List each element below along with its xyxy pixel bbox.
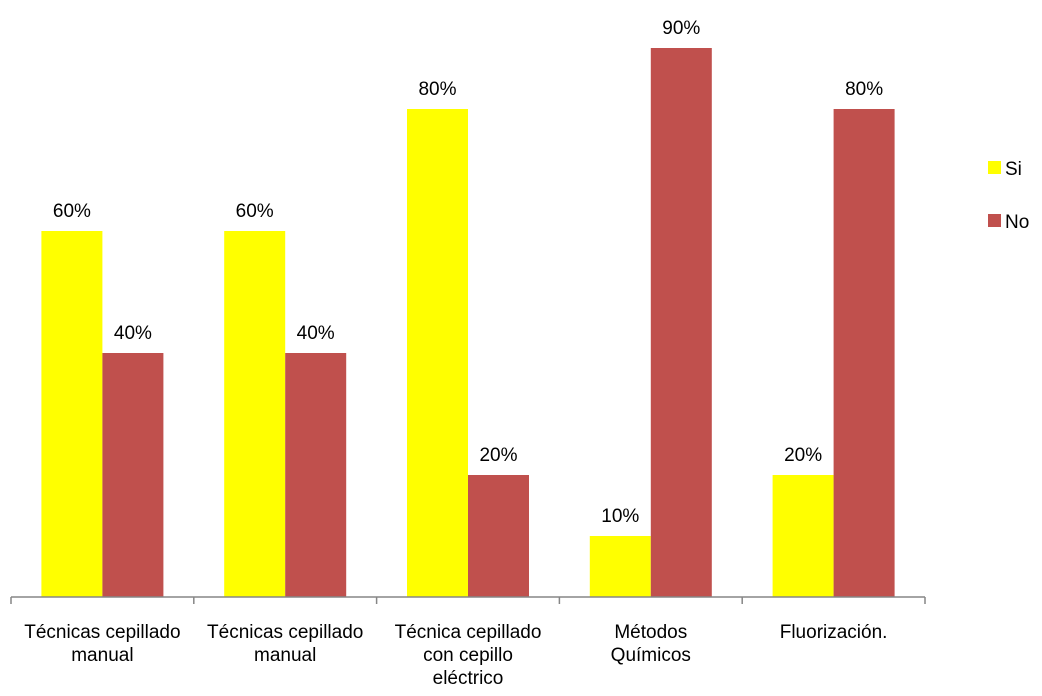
- bar-no-3: [650, 48, 712, 597]
- x-tick-label-0: Técnicas cepillado manual: [24, 622, 180, 666]
- data-label-si-4: 20%: [784, 445, 822, 466]
- legend-swatch-no: [988, 214, 1001, 227]
- data-label-si-3: 10%: [601, 506, 639, 527]
- x-tick-label-4: Fluorización.: [780, 622, 888, 643]
- bar-no-4: [833, 109, 895, 597]
- data-label-no-1: 40%: [297, 323, 335, 344]
- bar-no-0: [102, 353, 164, 597]
- bar-si-1: [224, 231, 286, 597]
- legend-label-si: Si: [1005, 159, 1022, 180]
- legend-swatch-si: [988, 161, 1001, 174]
- legend-label-no: No: [1005, 212, 1029, 233]
- bar-no-1: [285, 353, 347, 597]
- data-label-si-2: 80%: [418, 79, 456, 100]
- bar-si-4: [772, 475, 834, 597]
- data-label-no-3: 90%: [662, 18, 700, 39]
- data-label-no-0: 40%: [114, 323, 152, 344]
- x-tick-label-1: Técnicas cepillado manual: [207, 622, 363, 666]
- data-label-si-1: 60%: [236, 201, 274, 222]
- data-label-no-2: 20%: [479, 445, 517, 466]
- bar-si-0: [41, 231, 103, 597]
- x-tick-label-3: Métodos Químicos: [611, 622, 691, 666]
- x-tick-label-2: Técnica cepillado con cepillo eléctrico: [395, 622, 542, 689]
- bar-si-3: [589, 536, 651, 597]
- data-label-no-4: 80%: [845, 79, 883, 100]
- bar-no-2: [468, 475, 529, 597]
- data-label-si-0: 60%: [53, 201, 91, 222]
- bar-si-2: [407, 109, 468, 597]
